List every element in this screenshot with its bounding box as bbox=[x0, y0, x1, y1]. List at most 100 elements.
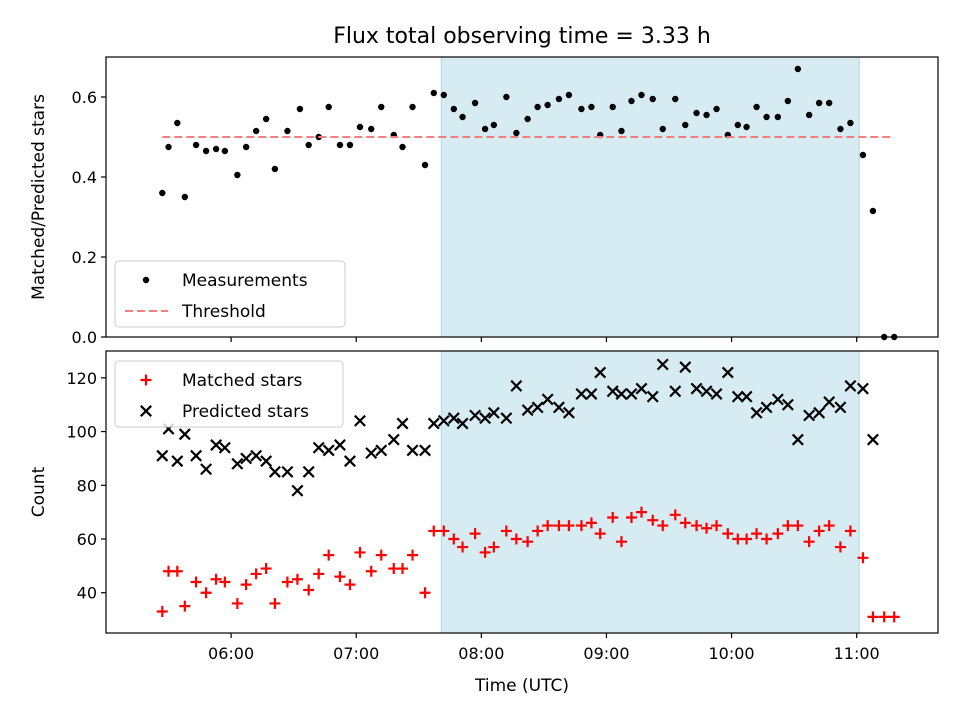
predicted-star-point bbox=[844, 379, 857, 392]
matched-star-point bbox=[522, 536, 534, 548]
matched-star-point bbox=[823, 520, 835, 532]
measurement-point bbox=[271, 165, 279, 173]
matched-star-point bbox=[772, 528, 784, 540]
matched-star-point bbox=[563, 520, 575, 532]
plot-frame-1 bbox=[105, 56, 939, 338]
measurement-point bbox=[784, 97, 792, 105]
x-tick-label: 10:00 bbox=[709, 644, 755, 663]
matched-star-point bbox=[281, 576, 293, 588]
predicted-star-point bbox=[669, 385, 682, 398]
predicted-star-point bbox=[437, 414, 450, 427]
matched-star-point bbox=[782, 520, 794, 532]
matched-star-point bbox=[210, 573, 222, 585]
measurement-point bbox=[202, 147, 210, 155]
matched-star-point bbox=[803, 536, 815, 548]
matched-star-point bbox=[594, 528, 606, 540]
predicted-star-point bbox=[396, 417, 409, 430]
predicted-star-point bbox=[365, 447, 378, 460]
predicted-star-point bbox=[646, 390, 659, 403]
measurement-point bbox=[503, 93, 510, 101]
measurement-point bbox=[450, 105, 458, 113]
predicted-star-point bbox=[156, 449, 169, 462]
measurement-point bbox=[242, 143, 250, 151]
matched-star-point bbox=[500, 525, 512, 537]
measurement-point bbox=[440, 91, 448, 99]
predicted-star-point bbox=[406, 444, 419, 457]
predicted-star-point bbox=[679, 361, 692, 374]
matched-star-point bbox=[635, 506, 647, 518]
matched-star-point bbox=[888, 611, 900, 623]
measurement-point bbox=[825, 99, 833, 107]
matched-star-point bbox=[532, 525, 544, 537]
matched-star-point bbox=[679, 517, 691, 529]
predicted-star-point bbox=[552, 401, 565, 414]
predicted-star-point bbox=[218, 441, 231, 454]
matched-star-point bbox=[669, 509, 681, 521]
matched-star-point bbox=[625, 512, 637, 524]
legend-predicted-marker bbox=[140, 405, 152, 417]
matched-star-point bbox=[260, 563, 272, 575]
matched-star-point bbox=[542, 520, 554, 532]
predicted-star-point bbox=[781, 398, 794, 411]
measurement-point bbox=[252, 127, 260, 135]
predicted-star-point bbox=[447, 412, 460, 425]
predicted-star-point bbox=[190, 449, 203, 462]
matched-star-point bbox=[156, 606, 168, 618]
predicted-star-point bbox=[281, 465, 294, 478]
measurement-point bbox=[513, 129, 520, 137]
matched-star-point bbox=[438, 525, 450, 537]
y-tick-label: 0.4 bbox=[72, 168, 97, 187]
measurement-point bbox=[378, 103, 385, 111]
predicted-star-point bbox=[625, 387, 638, 400]
predicted-star-point bbox=[866, 433, 879, 446]
predicted-star-point bbox=[635, 382, 648, 395]
predicted-star-point bbox=[387, 433, 400, 446]
x-tick-label: 06:00 bbox=[208, 644, 254, 663]
y-axis-label: Matched/Predicted stars bbox=[29, 94, 49, 300]
measurement-point bbox=[753, 103, 760, 111]
matched-star-point bbox=[878, 611, 890, 623]
measurement-point bbox=[555, 95, 563, 103]
measurement-point bbox=[159, 189, 166, 197]
matched-star-point bbox=[344, 579, 356, 591]
matched-star-point bbox=[457, 541, 469, 553]
matched-star-point bbox=[469, 528, 481, 540]
matched-star-point bbox=[179, 600, 191, 612]
matched-star-point bbox=[448, 533, 460, 545]
matched-star-point bbox=[479, 546, 491, 558]
measurement-point bbox=[459, 113, 466, 121]
predicted-star-point bbox=[479, 412, 492, 425]
matched-star-point bbox=[334, 571, 346, 583]
measurement-point bbox=[471, 99, 479, 107]
predicted-star-point bbox=[750, 406, 763, 419]
predicted-star-point bbox=[312, 441, 325, 454]
matched-star-point bbox=[607, 512, 619, 524]
predicted-star-point bbox=[700, 385, 713, 398]
measurement-point bbox=[628, 97, 635, 105]
x-axis-label: Time (UTC) bbox=[474, 676, 569, 696]
measurement-point bbox=[346, 141, 354, 149]
predicted-star-point bbox=[456, 417, 469, 430]
measurement-point bbox=[565, 91, 573, 99]
y-tick-label: 60 bbox=[77, 530, 97, 549]
predicted-star-point bbox=[740, 390, 753, 403]
x-tick-label: 08:00 bbox=[458, 644, 504, 663]
measurement-point bbox=[713, 105, 720, 113]
measurement-point bbox=[578, 105, 585, 113]
predicted-star-point bbox=[541, 393, 554, 406]
legend-label: Threshold bbox=[181, 302, 266, 322]
predicted-star-point bbox=[690, 382, 703, 395]
measurement-point bbox=[649, 95, 656, 103]
measurement-point bbox=[763, 113, 770, 121]
predicted-star-point bbox=[575, 387, 588, 400]
matched-star-point bbox=[813, 525, 825, 537]
predicted-star-point bbox=[375, 444, 388, 457]
measurement-point bbox=[356, 123, 364, 131]
predicted-star-point bbox=[615, 387, 628, 400]
predicted-star-point bbox=[487, 406, 500, 419]
predicted-star-point bbox=[268, 465, 281, 478]
matched-star-point bbox=[365, 565, 377, 577]
matched-star-point bbox=[190, 576, 202, 588]
predicted-star-point bbox=[250, 449, 263, 462]
matched-star-point bbox=[250, 568, 262, 580]
